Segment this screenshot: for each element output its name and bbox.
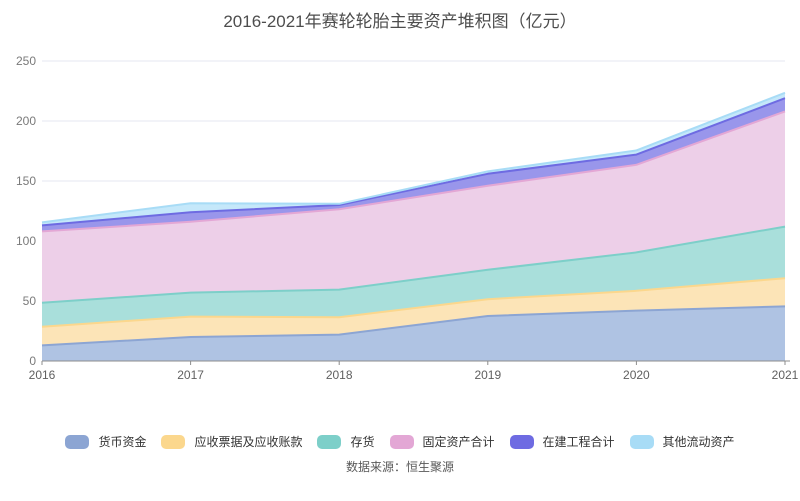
legend-swatch-icon (629, 434, 654, 449)
y-axis-tick-label: 200 (15, 114, 36, 128)
x-axis-tick-label: 2021 (771, 368, 799, 382)
y-axis-tick-label: 0 (29, 354, 36, 368)
legend-swatch-icon (389, 434, 414, 449)
data-source-note: 数据来源：恒生聚源 (345, 460, 454, 474)
y-axis-tick-label: 250 (15, 54, 36, 68)
legend-item-series-2[interactable]: 存货 (317, 433, 375, 450)
legend-item-series-5[interactable]: 其他流动资产 (629, 433, 735, 450)
line-series-5 (41, 91, 786, 224)
legend-label: 存货 (350, 435, 375, 449)
legend-label: 应收票据及应收账款 (194, 435, 303, 449)
x-axis-tick-label: 2016 (28, 368, 56, 382)
area-series-0 (42, 306, 785, 361)
y-axis-tick-label: 100 (15, 234, 36, 248)
legend-label: 在建工程合计 (542, 435, 615, 449)
legend-swatch-icon (65, 434, 90, 449)
legend-item-series-1[interactable]: 应收票据及应收账款 (161, 433, 302, 450)
y-axis-tick-label: 150 (15, 174, 36, 188)
chart-title: 2016-2021年赛轮轮胎主要资产堆积图（亿元） (223, 12, 577, 31)
legend-label: 其他流动资产 (662, 435, 735, 449)
legend-label: 固定资产合计 (422, 435, 495, 449)
legend-swatch-icon (161, 434, 186, 449)
area-series-1 (42, 278, 785, 346)
x-axis-tick-label: 2018 (325, 368, 353, 382)
x-axis-tick-label: 2017 (177, 368, 204, 382)
legend-label: 货币资金 (98, 435, 147, 449)
legend-item-series-0[interactable]: 货币资金 (65, 433, 146, 450)
y-axis-tick-label: 50 (22, 294, 36, 308)
area-series-3 (42, 111, 785, 303)
chart-legend: 货币资金 应收票据及应收账款 存货 固定资产合计 在建工程合计 其他流动资产 (0, 433, 800, 450)
line-series-1 (41, 277, 786, 328)
chart-plot-area (41, 60, 790, 365)
legend-item-series-4[interactable]: 在建工程合计 (509, 433, 615, 450)
stacked-area-chart: 0 50 100 150 200 250 2016 2017 2018 2019 2020 2021 (15, 54, 799, 382)
x-axis-tick-label: 2020 (623, 368, 650, 382)
line-series-3 (41, 110, 786, 233)
area-series-2 (42, 226, 785, 327)
legend-swatch-icon (317, 434, 342, 449)
line-series-2 (41, 225, 786, 304)
line-series-0 (41, 305, 786, 347)
legend-item-series-3[interactable]: 固定资产合计 (389, 433, 495, 450)
legend-swatch-icon (509, 434, 534, 449)
x-axis-tick-label: 2019 (474, 368, 502, 382)
line-series-4 (41, 97, 786, 227)
